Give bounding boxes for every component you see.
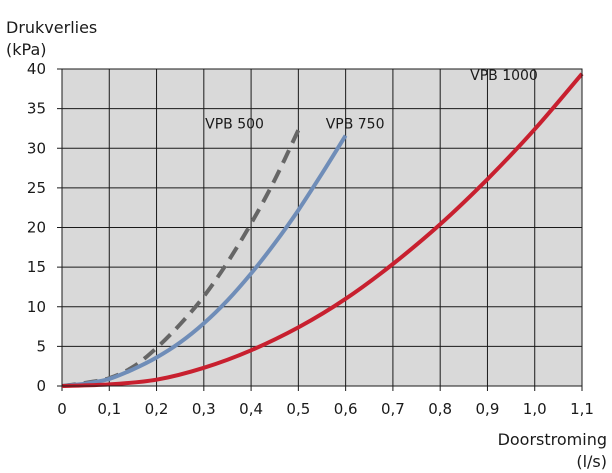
x-tick-label: 0,1 <box>97 400 121 418</box>
x-tick-label: 0,2 <box>145 400 169 418</box>
y-tick-label: 0 <box>36 377 46 395</box>
plot-frame <box>61 68 583 387</box>
x-tick-label: 0 <box>57 400 67 418</box>
series-line-vpb-750 <box>61 134 348 388</box>
y-tick-label: 30 <box>27 139 46 157</box>
x-axis-label: Doorstroming <box>498 430 607 449</box>
x-tick-label: 1,0 <box>523 400 547 418</box>
grid-lines <box>57 68 583 391</box>
x-tick-label: 0,4 <box>239 400 263 418</box>
series-line-vpb-1000 <box>61 72 584 388</box>
x-tick-label: 0,9 <box>476 400 500 418</box>
x-tick-label: 0,5 <box>286 400 310 418</box>
series-lines <box>61 72 584 388</box>
y-tick-label: 15 <box>27 258 46 276</box>
x-axis-unit: (l/s) <box>576 452 607 471</box>
y-axis-tick-labels: 0 5 10 15 20 25 30 35 40 <box>27 60 46 395</box>
y-tick-label: 35 <box>27 100 46 118</box>
y-tick-label: 40 <box>27 60 46 78</box>
annotation-vpb-500: VPB 500 <box>205 116 264 132</box>
y-tick-label: 25 <box>27 179 46 197</box>
y-tick-label: 5 <box>36 337 46 355</box>
y-axis-unit: (kPa) <box>6 40 46 59</box>
annotation-vpb-750: VPB 750 <box>326 116 385 132</box>
x-tick-label: 0,8 <box>428 400 452 418</box>
x-tick-label: 0,3 <box>192 400 216 418</box>
series-line-vpb-500 <box>61 129 301 388</box>
y-axis-label: Drukverlies <box>6 18 97 37</box>
y-tick-label: 10 <box>27 298 46 316</box>
series-annotations: VPB 500 VPB 750 VPB 1000 <box>205 68 538 132</box>
y-tick-label: 20 <box>27 219 46 237</box>
x-axis-tick-labels: 0 0,1 0,2 0,3 0,4 0,5 0,6 0,7 0,8 0,9 1,0 1,1 <box>57 400 594 418</box>
x-tick-label: 0,7 <box>381 400 405 418</box>
x-tick-label: 1,1 <box>570 400 594 418</box>
annotation-vpb-1000: VPB 1000 <box>470 68 538 84</box>
x-tick-label: 0,6 <box>334 400 358 418</box>
